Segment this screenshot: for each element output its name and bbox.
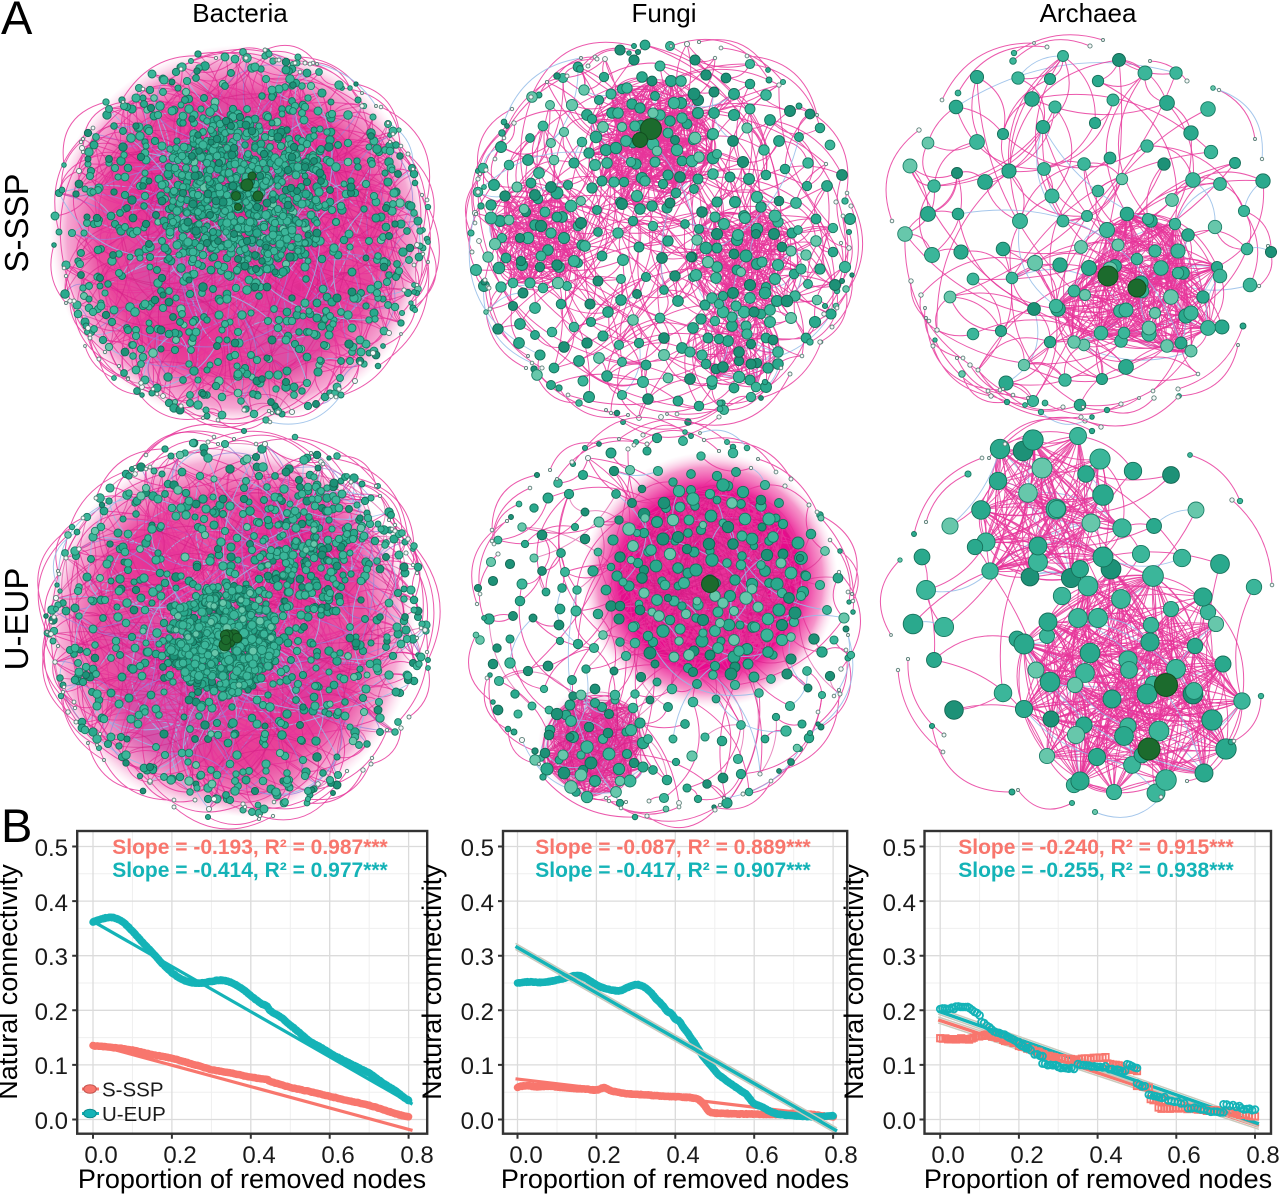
svg-text:Slope = -0.255, R² = 0.938***: Slope = -0.255, R² = 0.938*** (958, 859, 1234, 882)
svg-text:0.4: 0.4 (242, 1142, 275, 1169)
svg-text:Natural connectivity: Natural connectivity (417, 864, 447, 1100)
svg-text:0.6: 0.6 (1167, 1142, 1200, 1169)
svg-text:Natural connectivity: Natural connectivity (839, 864, 869, 1100)
svg-text:0.6: 0.6 (745, 1142, 778, 1169)
svg-text:0.1: 0.1 (461, 1053, 494, 1080)
svg-text:0.2: 0.2 (461, 999, 494, 1026)
svg-text:0.2: 0.2 (883, 999, 916, 1026)
svg-text:0.2: 0.2 (163, 1142, 196, 1169)
svg-text:Slope = -0.193, R² = 0.987***: Slope = -0.193, R² = 0.987*** (112, 836, 388, 859)
svg-text:0.0: 0.0 (84, 1142, 117, 1169)
svg-text:Slope = -0.417, R² = 0.907***: Slope = -0.417, R² = 0.907*** (535, 859, 811, 882)
svg-text:S-SSP: S-SSP (102, 1079, 164, 1102)
svg-text:Proportion of removed nodes: Proportion of removed nodes (78, 1164, 426, 1194)
svg-text:S-SSP: S-SSP (0, 173, 35, 272)
svg-text:A: A (1, 0, 33, 44)
svg-text:0.0: 0.0 (509, 1142, 542, 1169)
svg-text:Natural connectivity: Natural connectivity (0, 864, 23, 1100)
svg-text:0.4: 0.4 (883, 890, 916, 917)
svg-text:0.5: 0.5 (883, 835, 916, 862)
svg-text:0.3: 0.3 (35, 944, 68, 971)
svg-text:Fungi: Fungi (631, 0, 696, 28)
svg-text:0.2: 0.2 (35, 999, 68, 1026)
svg-text:0.4: 0.4 (666, 1142, 699, 1169)
svg-text:0.2: 0.2 (587, 1142, 620, 1169)
svg-text:Slope = -0.414, R² = 0.977***: Slope = -0.414, R² = 0.977*** (112, 859, 388, 882)
svg-text:0.6: 0.6 (321, 1142, 354, 1169)
svg-text:Bacteria: Bacteria (192, 0, 288, 28)
svg-text:0.4: 0.4 (1089, 1142, 1122, 1169)
svg-text:0.0: 0.0 (883, 1108, 916, 1135)
svg-text:0.1: 0.1 (883, 1053, 916, 1080)
svg-text:0.5: 0.5 (461, 835, 494, 862)
svg-text:0.2: 0.2 (1010, 1142, 1043, 1169)
svg-text:U-EUP: U-EUP (0, 568, 35, 671)
svg-text:0.5: 0.5 (35, 835, 68, 862)
svg-text:Proportion of removed nodes: Proportion of removed nodes (501, 1164, 849, 1194)
svg-text:Slope = -0.087, R² = 0.889***: Slope = -0.087, R² = 0.889*** (535, 836, 811, 859)
svg-text:0.0: 0.0 (35, 1108, 68, 1135)
svg-text:Slope = -0.240, R² = 0.915***: Slope = -0.240, R² = 0.915*** (958, 836, 1234, 859)
svg-text:0.1: 0.1 (35, 1053, 68, 1080)
svg-text:0.0: 0.0 (461, 1108, 494, 1135)
svg-text:B: B (1, 799, 32, 852)
svg-text:0.4: 0.4 (35, 890, 68, 917)
svg-text:Archaea: Archaea (1040, 0, 1137, 28)
svg-text:0.0: 0.0 (931, 1142, 964, 1169)
svg-text:0.3: 0.3 (461, 944, 494, 971)
svg-text:Proportion of removed nodes: Proportion of removed nodes (924, 1164, 1272, 1194)
svg-text:0.4: 0.4 (461, 890, 494, 917)
svg-text:0.3: 0.3 (883, 944, 916, 971)
svg-text:U-EUP: U-EUP (102, 1103, 166, 1126)
svg-text:0.8: 0.8 (400, 1142, 433, 1169)
svg-text:0.8: 0.8 (1246, 1142, 1279, 1169)
svg-text:0.8: 0.8 (824, 1142, 857, 1169)
